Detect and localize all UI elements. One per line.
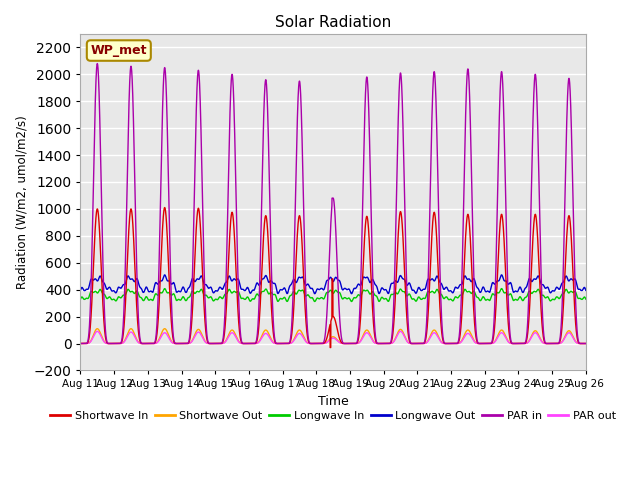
Shortwave In bbox=[475, 341, 483, 347]
Longwave Out bbox=[419, 288, 426, 293]
PAR in bbox=[475, 341, 483, 347]
Shortwave In bbox=[168, 319, 175, 325]
PAR in bbox=[446, 341, 454, 347]
PAR out bbox=[168, 339, 175, 345]
Shortwave In bbox=[77, 341, 84, 347]
Shortwave Out bbox=[77, 341, 84, 347]
PAR out bbox=[314, 341, 322, 347]
PAR out bbox=[446, 341, 454, 347]
Longwave In bbox=[314, 295, 322, 301]
Shortwave In bbox=[326, 345, 334, 350]
PAR in bbox=[419, 341, 426, 347]
PAR in bbox=[93, 60, 101, 66]
Longwave Out bbox=[582, 286, 589, 292]
Longwave Out bbox=[582, 288, 589, 293]
PAR out bbox=[581, 341, 589, 347]
Shortwave Out bbox=[446, 341, 454, 347]
Shortwave Out bbox=[582, 341, 589, 347]
Shortwave Out bbox=[581, 341, 589, 347]
Line: Shortwave Out: Shortwave Out bbox=[81, 329, 586, 344]
Shortwave In bbox=[314, 341, 322, 347]
Shortwave Out bbox=[168, 338, 175, 344]
Line: PAR out: PAR out bbox=[81, 331, 586, 344]
PAR in bbox=[314, 341, 322, 347]
Longwave In bbox=[582, 296, 589, 302]
Line: PAR in: PAR in bbox=[81, 63, 586, 344]
Line: Longwave Out: Longwave Out bbox=[81, 275, 586, 294]
Longwave In bbox=[161, 286, 168, 291]
PAR in bbox=[581, 341, 589, 347]
PAR in bbox=[168, 298, 175, 303]
Longwave In bbox=[419, 296, 426, 302]
Line: Longwave In: Longwave In bbox=[81, 288, 586, 301]
Longwave In bbox=[168, 292, 175, 298]
PAR out bbox=[582, 341, 589, 347]
Shortwave In bbox=[161, 204, 168, 210]
PAR in bbox=[582, 341, 589, 347]
Shortwave Out bbox=[93, 326, 101, 332]
Longwave In bbox=[475, 296, 483, 301]
Shortwave Out bbox=[475, 341, 483, 347]
PAR out bbox=[475, 341, 483, 347]
Shortwave In bbox=[446, 341, 454, 347]
Shortwave Out bbox=[314, 341, 322, 347]
Longwave Out bbox=[475, 287, 483, 293]
Title: Solar Radiation: Solar Radiation bbox=[275, 15, 391, 30]
Longwave Out bbox=[311, 291, 319, 297]
Longwave In bbox=[582, 295, 589, 301]
Longwave Out bbox=[168, 281, 175, 287]
Longwave Out bbox=[161, 272, 168, 278]
Shortwave Out bbox=[419, 341, 426, 347]
Legend: Shortwave In, Shortwave Out, Longwave In, Longwave Out, PAR in, PAR out: Shortwave In, Shortwave Out, Longwave In… bbox=[46, 407, 620, 425]
Line: Shortwave In: Shortwave In bbox=[81, 207, 586, 348]
Shortwave In bbox=[582, 341, 589, 347]
PAR out bbox=[77, 341, 84, 347]
Shortwave In bbox=[419, 341, 426, 347]
PAR in bbox=[77, 341, 84, 347]
Text: WP_met: WP_met bbox=[91, 44, 147, 57]
Shortwave In bbox=[582, 341, 589, 347]
PAR out bbox=[93, 328, 101, 334]
Longwave Out bbox=[314, 286, 322, 292]
Longwave In bbox=[311, 299, 319, 304]
Longwave Out bbox=[77, 288, 84, 293]
Longwave In bbox=[77, 296, 84, 302]
Longwave Out bbox=[446, 288, 454, 294]
X-axis label: Time: Time bbox=[317, 395, 349, 408]
Longwave In bbox=[446, 296, 454, 302]
PAR out bbox=[419, 341, 426, 347]
Y-axis label: Radiation (W/m2, umol/m2/s): Radiation (W/m2, umol/m2/s) bbox=[15, 115, 28, 289]
